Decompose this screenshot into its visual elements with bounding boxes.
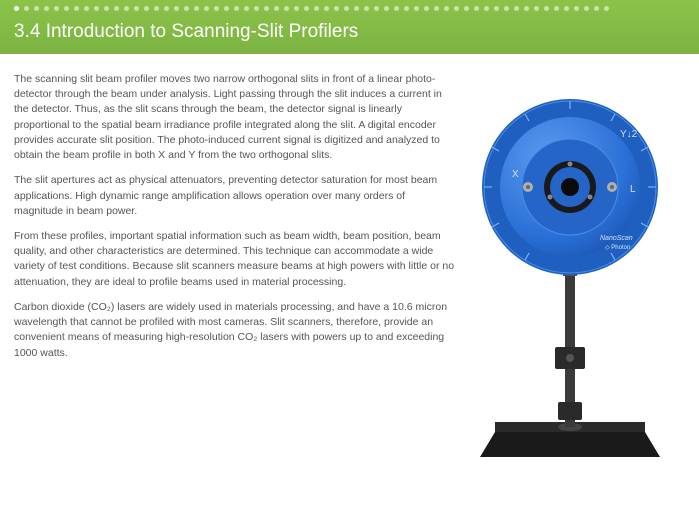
profiler-device-icon: X Y↓2 L NanoScan ◇ Photon	[470, 82, 680, 462]
section-title: 3.4 Introduction to Scanning-Slit Profil…	[14, 21, 358, 43]
paragraph: From these profiles, important spatial i…	[14, 229, 455, 290]
brand-sublabel: ◇ Photon	[605, 245, 630, 251]
brand-label: NanoScan	[600, 235, 633, 242]
content-area: The scanning slit beam profiler moves tw…	[0, 54, 699, 472]
axis-label-x: X	[512, 169, 519, 180]
paragraph: Carbon dioxide (CO₂) lasers are widely u…	[14, 300, 455, 361]
axis-label-l: L	[630, 184, 636, 195]
paragraph: The slit apertures act as physical atten…	[14, 173, 455, 219]
product-image: X Y↓2 L NanoScan ◇ Photon	[465, 72, 685, 462]
section-header: 3.4 Introduction to Scanning-Slit Profil…	[0, 0, 699, 54]
body-text: The scanning slit beam profiler moves tw…	[14, 72, 455, 462]
paragraph: The scanning slit beam profiler moves tw…	[14, 72, 455, 163]
axis-label-y: Y↓2	[620, 129, 638, 140]
header-dots	[14, 6, 609, 11]
